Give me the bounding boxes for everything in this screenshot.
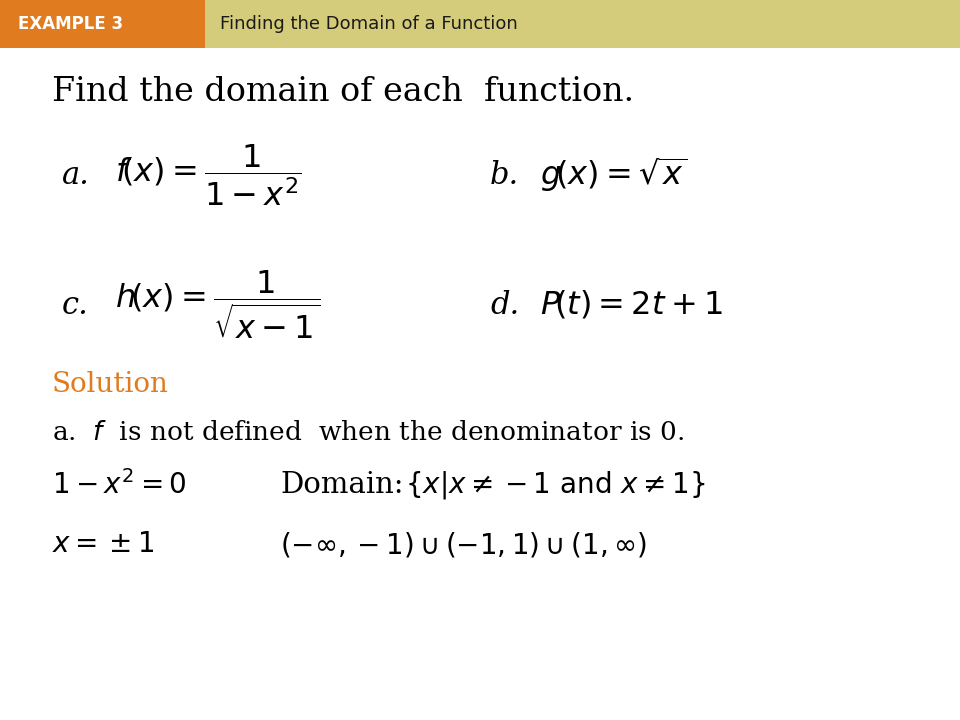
Text: $\{x|x\neq -1\ \text{and}\ x\neq 1\}$: $\{x|x\neq -1\ \text{and}\ x\neq 1\}$ (405, 469, 706, 501)
Text: $1-x^{2}=0$: $1-x^{2}=0$ (52, 470, 186, 500)
Text: a.  $f$  is not defined  when the denominator is 0.: a. $f$ is not defined when the denominat… (52, 420, 684, 444)
Bar (205, 0, 960, 48)
Text: b.: b. (490, 160, 519, 191)
Text: Finding the Domain of a Function: Finding the Domain of a Function (220, 15, 517, 33)
Text: a.: a. (62, 160, 90, 191)
Text: Domain:: Domain: (280, 471, 403, 499)
Bar (0, 0, 205, 48)
Text: $g\!\left(x\right)=\sqrt{x}$: $g\!\left(x\right)=\sqrt{x}$ (540, 156, 687, 194)
Text: $f\!\left(x\right)=\dfrac{1}{1-x^{2}}$: $f\!\left(x\right)=\dfrac{1}{1-x^{2}}$ (115, 142, 301, 208)
Text: EXAMPLE 3: EXAMPLE 3 (18, 15, 123, 33)
Text: c.: c. (62, 289, 89, 320)
Text: d.: d. (490, 289, 519, 320)
Text: $P\!\left(t\right)=2t+1$: $P\!\left(t\right)=2t+1$ (540, 289, 723, 321)
Text: $x=\pm 1$: $x=\pm 1$ (52, 531, 155, 559)
Text: Find the domain of each  function.: Find the domain of each function. (52, 76, 635, 108)
Text: $\left(-\infty,-1\right)\cup\left(-1,1\right)\cup\left(1,\infty\right)$: $\left(-\infty,-1\right)\cup\left(-1,1\r… (280, 531, 647, 559)
Text: Solution: Solution (52, 372, 169, 398)
Text: $h\!\left(x\right)=\dfrac{1}{\sqrt{x-1}}$: $h\!\left(x\right)=\dfrac{1}{\sqrt{x-1}}… (115, 269, 321, 341)
